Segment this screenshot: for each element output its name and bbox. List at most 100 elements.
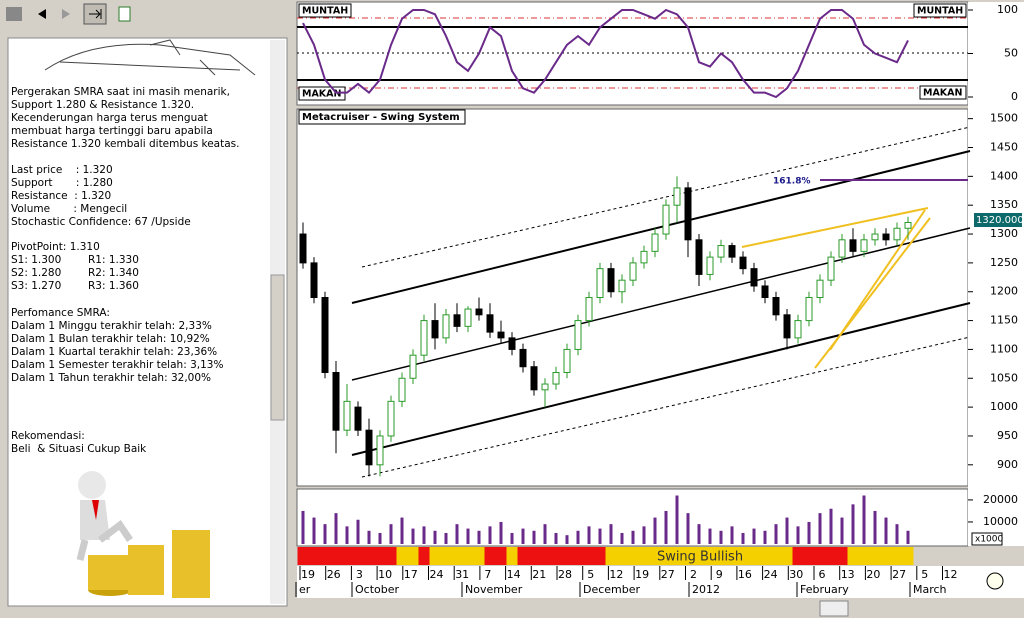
swing-segment — [484, 547, 507, 565]
info-line: Resistance 1.320 kembali ditembus keatas… — [11, 138, 239, 150]
y-tick-label: 50 — [1004, 47, 1018, 60]
y-tick-label: 1000 — [990, 400, 1018, 413]
candle-body — [761, 285, 769, 299]
info-line: Dalam 1 Semester terakhir telah: 3,13% — [11, 359, 223, 371]
date-label: 5 — [587, 568, 594, 581]
candle-body — [629, 262, 637, 281]
volume-bar — [477, 530, 481, 544]
y-tick-label: 0 — [1011, 90, 1018, 103]
swing-segment — [418, 547, 430, 565]
back-button[interactable] — [38, 9, 46, 19]
volume-bar — [895, 524, 899, 544]
date-label: 3 — [356, 568, 363, 581]
volume-bar — [620, 532, 624, 544]
month-label: November — [465, 583, 523, 596]
candle-body — [783, 314, 791, 339]
info-line: Pergerakan SMRA saat ini masih menarik, — [11, 86, 230, 98]
swing-segment — [396, 547, 419, 565]
candle-body — [541, 383, 549, 391]
candle-body — [893, 227, 901, 241]
forward-button[interactable] — [62, 9, 70, 19]
value-axis — [968, 2, 1024, 546]
candle-body — [838, 239, 846, 258]
smiley-button[interactable] — [986, 572, 1004, 590]
volume-bar — [411, 528, 415, 544]
date-label: 10 — [378, 568, 392, 581]
volume-bar — [466, 528, 470, 544]
volume-bar — [609, 524, 613, 544]
date-label: 26 — [327, 568, 341, 581]
info-line: Last price : 1.320 — [11, 164, 113, 176]
date-label: 19 — [635, 568, 649, 581]
candle-body — [552, 372, 560, 385]
candle-body — [816, 279, 824, 299]
candle-body — [321, 297, 329, 373]
candle-body — [794, 320, 802, 339]
volume-bar — [774, 524, 778, 544]
info-line: S2: 1.280 R2: 1.340 — [11, 267, 139, 279]
scroll-thumb[interactable] — [819, 600, 849, 617]
date-label: 12 — [944, 568, 958, 581]
date-label: 24 — [430, 568, 444, 581]
volume-bar — [301, 510, 305, 544]
candle-body — [827, 256, 835, 281]
volume-unit: x1000 — [975, 535, 1004, 545]
info-line: Dalam 1 Kuartal terakhir telah: 23,36% — [11, 346, 217, 358]
volume-bar — [719, 530, 723, 544]
print-button[interactable] — [6, 7, 22, 21]
volume-bar — [499, 521, 503, 544]
candle-body — [475, 308, 483, 316]
sketch-image — [44, 39, 256, 76]
info-line: Resistance : 1.320 — [11, 190, 111, 202]
info-line: PivotPoint: 1.310 — [11, 241, 100, 253]
date-label: 24 — [764, 568, 778, 581]
volume-bar — [642, 526, 646, 544]
stochastic-line — [302, 8, 909, 99]
volume-bar — [708, 528, 712, 544]
volume-bar — [829, 508, 833, 544]
candle-body — [739, 256, 747, 270]
volume-bar — [653, 517, 657, 544]
scroll-thumb[interactable] — [270, 274, 285, 421]
candle-body — [442, 314, 450, 339]
bottom-scrollbar[interactable] — [297, 600, 1024, 618]
info-line: Support 1.280 & Resistance 1.320. — [11, 99, 194, 111]
volume-bar — [884, 517, 888, 544]
candle-body — [684, 187, 692, 241]
volume-bar — [576, 530, 580, 544]
swing-segment — [605, 547, 793, 565]
info-line: Perfomance SMRA: — [11, 307, 110, 319]
volume-bar — [862, 495, 866, 544]
candle-body — [695, 239, 703, 275]
y-tick-label: 1250 — [990, 256, 1018, 269]
volume-bar — [565, 535, 569, 544]
info-panel — [7, 37, 288, 607]
volume-bar — [840, 517, 844, 544]
date-label: 12 — [609, 568, 623, 581]
month-label: February — [800, 583, 849, 596]
candle-body — [563, 348, 571, 373]
date-label: 5 — [921, 568, 928, 581]
candle-body — [750, 268, 758, 287]
refresh-button[interactable] — [118, 6, 131, 22]
volume-bar — [323, 524, 327, 544]
info-line: Beli & Situasi Cukup Baik — [11, 443, 147, 455]
candle-body — [530, 366, 538, 391]
swing-segment — [429, 547, 485, 565]
candle-body — [662, 204, 670, 235]
candle-body — [607, 268, 615, 293]
volume-bar — [851, 504, 855, 544]
month-label: er — [299, 583, 311, 596]
date-label: 27 — [892, 568, 906, 581]
volume-bar — [543, 524, 547, 544]
swing-segment — [506, 547, 518, 565]
date-label: 9 — [716, 568, 723, 581]
volume-bar — [433, 530, 437, 544]
candle-body — [717, 245, 725, 258]
volume-bar — [664, 510, 668, 544]
y-tick-label: 1450 — [990, 141, 1018, 154]
info-line: Dalam 1 Tahun terakhir telah: 32,00% — [11, 372, 211, 384]
volume-bar — [807, 521, 811, 544]
date-label: 7 — [484, 568, 491, 581]
volume-bar — [763, 530, 767, 544]
